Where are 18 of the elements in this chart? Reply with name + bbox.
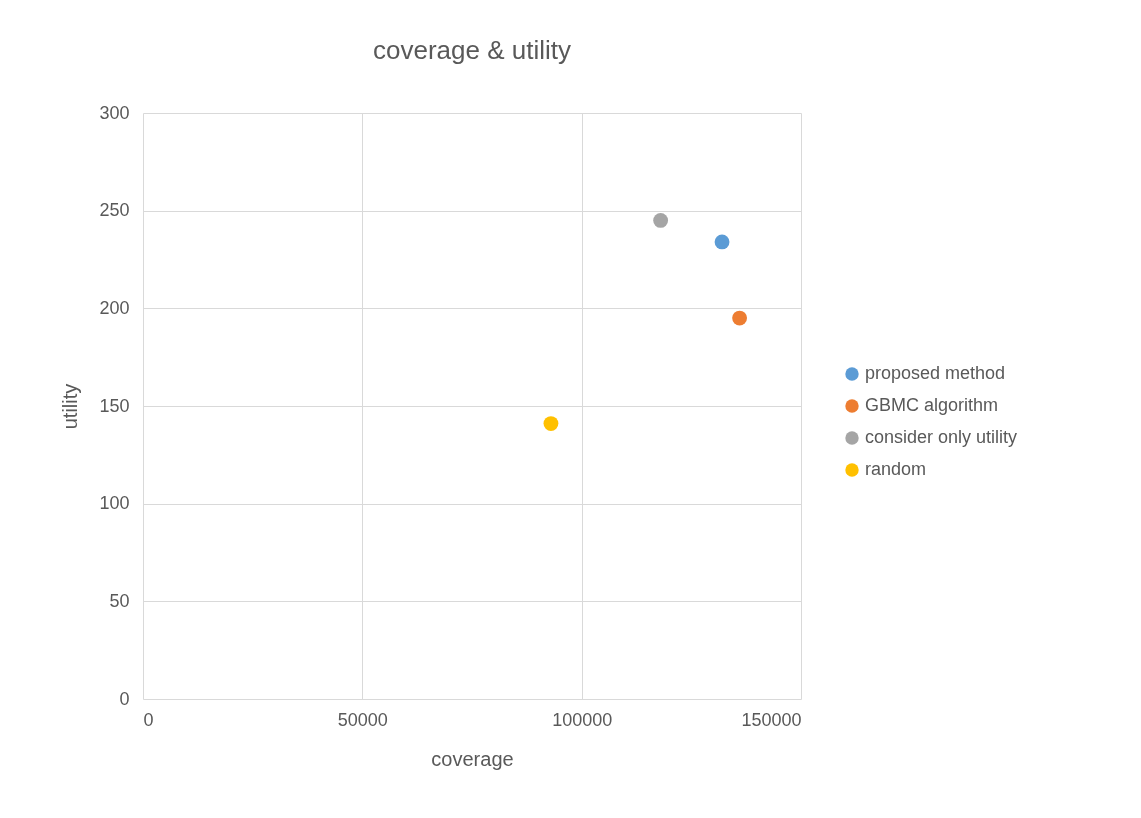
legend-label: random [865, 459, 927, 479]
y-tick-label: 200 [99, 297, 130, 318]
x-tick-label: 100000 [552, 709, 613, 730]
chart-title: coverage & utility [373, 35, 571, 65]
y-tick-label: 150 [99, 395, 130, 416]
y-tick-label: 250 [99, 200, 130, 221]
y-tick-label: 100 [99, 493, 130, 514]
y-tick-label: 50 [109, 590, 130, 611]
y-tick-label: 300 [99, 102, 130, 123]
x-tick-label: 150000 [741, 709, 802, 730]
x-axis-title: coverage [431, 747, 514, 770]
legend-label: consider only utility [865, 427, 1018, 447]
legend-label: proposed method [865, 363, 1006, 383]
y-tick-label: 0 [119, 688, 130, 709]
x-tick-label: 50000 [337, 709, 388, 730]
x-tick-label: 0 [143, 709, 154, 730]
y-axis-title: utility [59, 383, 82, 430]
legend-label: GBMC algorithm [865, 395, 999, 415]
